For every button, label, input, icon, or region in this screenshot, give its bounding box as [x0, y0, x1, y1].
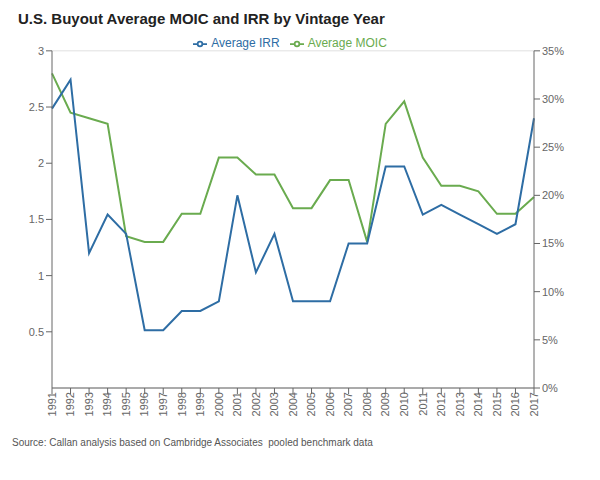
svg-text:25%: 25% [542, 141, 564, 153]
html-text:U.S. Buyout Average MOIC and I: U.S. Buyout Average MOIC and IRR by Vint… [18, 10, 385, 27]
svg-text:2013: 2013 [454, 392, 466, 416]
html-text:Average MOIC: Average MOIC [307, 36, 387, 50]
svg-text:2014: 2014 [472, 392, 484, 416]
svg-text:20%: 20% [542, 189, 564, 201]
svg-text:2007: 2007 [342, 392, 354, 416]
svg-text:1999: 1999 [194, 392, 206, 416]
svg-text:0%: 0% [542, 382, 558, 394]
svg-text:2003: 2003 [268, 392, 280, 416]
svg-text:2011: 2011 [417, 392, 429, 416]
svg-text:2.5: 2.5 [29, 101, 44, 113]
svg-text:2012: 2012 [435, 392, 447, 416]
svg-text:2005: 2005 [305, 392, 317, 416]
svg-text:2016: 2016 [509, 392, 521, 416]
svg-text:15%: 15% [542, 237, 564, 249]
svg-text:1: 1 [38, 270, 44, 282]
svg-text:3: 3 [38, 45, 44, 57]
html-text:Average IRR: Average IRR [211, 36, 280, 50]
svg-text:5%: 5% [542, 334, 558, 346]
html-text:Source: Callan analysis based: Source: Callan analysis based on Cambrid… [12, 437, 373, 448]
svg-text:1998: 1998 [176, 392, 188, 416]
svg-text:1992: 1992 [64, 392, 76, 416]
svg-text:1996: 1996 [139, 392, 151, 416]
svg-text:2008: 2008 [361, 392, 373, 416]
svg-text:2009: 2009 [380, 392, 392, 416]
svg-text:10%: 10% [542, 286, 564, 298]
svg-text:35%: 35% [542, 45, 564, 57]
svg-text:2: 2 [38, 157, 44, 169]
svg-text:2000: 2000 [213, 392, 225, 416]
svg-text:2001: 2001 [231, 392, 243, 416]
svg-text:1995: 1995 [120, 392, 132, 416]
svg-text:1.5: 1.5 [29, 213, 44, 225]
svg-text:2002: 2002 [250, 392, 262, 416]
svg-text:1991: 1991 [46, 392, 58, 416]
svg-text:2017: 2017 [528, 392, 540, 416]
svg-text:2010: 2010 [398, 392, 410, 416]
svg-text:1997: 1997 [157, 392, 169, 416]
svg-text:2006: 2006 [324, 392, 336, 416]
svg-text:30%: 30% [542, 93, 564, 105]
svg-text:1993: 1993 [83, 392, 95, 416]
svg-text:2015: 2015 [491, 392, 503, 416]
svg-text:2004: 2004 [287, 392, 299, 416]
svg-text:1994: 1994 [101, 392, 113, 416]
svg-text:0.5: 0.5 [29, 326, 44, 338]
